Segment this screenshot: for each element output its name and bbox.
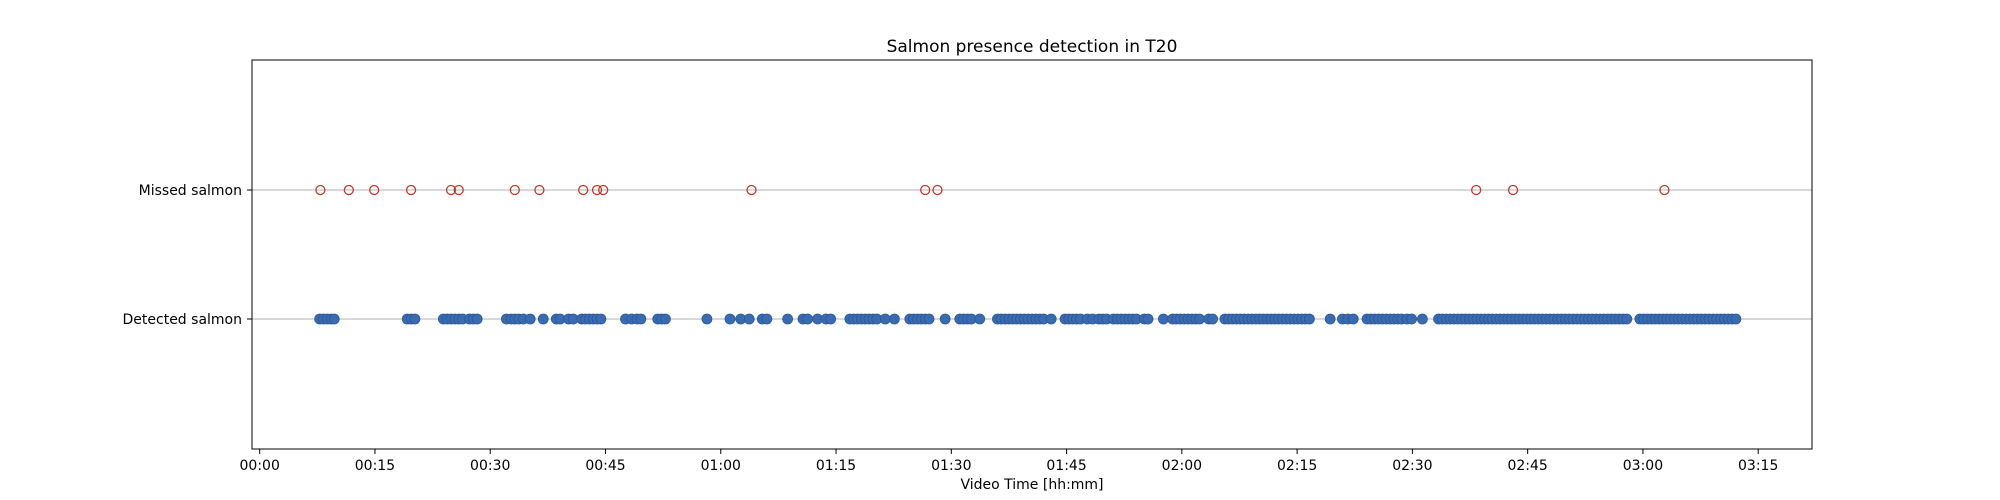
y-axis: Detected salmon Missed salmon [123,183,252,328]
missed-salmon-point [315,184,326,196]
detected-salmon-point [1406,313,1418,325]
detected-salmon-point [761,313,773,325]
missed-salmon-point [1507,184,1519,196]
detected-salmon-point [524,313,536,325]
detected-salmon-point [1207,313,1218,325]
missed-salmon-point [746,184,757,196]
detected-salmon-point [1324,313,1336,325]
x-axis-label: Video Time [hh:mm] [960,477,1103,493]
detected-salmon-point [1142,313,1154,325]
detected-salmon-point [1194,313,1205,325]
detected-salmon-point [660,313,671,325]
x-tick-label: 01:00 [701,458,741,474]
missed-salmon-point [369,184,380,196]
missed-salmon-point [932,184,943,196]
y-tick-label-detected-salmon: Detected salmon [123,312,242,328]
detected-salmon-point [1347,313,1359,325]
detected-salmon-point [939,313,951,325]
x-tick-label: 03:15 [1738,458,1778,474]
chart-title: Salmon presence detection in T20 [887,37,1178,57]
gridlines [252,189,1812,320]
x-tick-label: 00:00 [240,458,280,474]
detected-salmon-point [1158,313,1169,325]
y-tick-label-missed-salmon: Missed salmon [139,183,242,199]
missed-salmon-point [1471,184,1482,196]
detected-salmon-point [1304,313,1315,325]
missed-salmon-point [591,184,603,196]
missed-salmon-point [509,184,520,196]
detected-salmon-point [1416,313,1428,325]
detected-salmon-point [782,313,794,325]
x-axis: 00:00 00:15 00:30 00:45 01:00 01:15 01:30 01:45… [240,449,1778,474]
x-tick-label: 03:00 [1623,458,1663,474]
detected-salmon-point [974,313,986,325]
detected-salmon-point [635,313,647,325]
missed-salmon-point [578,184,589,196]
x-tick-label: 02:00 [1162,458,1202,474]
detected-salmon-point [1621,313,1633,325]
missed-salmon-point [1659,184,1670,196]
x-tick-label: 01:15 [816,458,856,474]
missed-salmon-point [598,184,609,196]
missed-salmon-point [445,184,457,196]
missed-salmon-point [453,184,464,196]
detected-salmon-point [889,313,900,325]
detected-salmon-point [537,313,549,325]
x-tick-label: 02:15 [1277,458,1317,474]
detected-salmon-point [1045,313,1057,325]
x-tick-label: 00:45 [585,458,625,474]
detected-salmon-point [595,313,607,325]
detected-salmon-point [923,313,935,325]
detected-salmon-point [328,313,340,325]
missed-salmon-point [405,184,417,196]
detected-salmon-point [1730,313,1742,325]
x-tick-label: 02:45 [1507,458,1547,474]
missed-salmon-point [534,184,545,196]
x-tick-label: 02:30 [1392,458,1432,474]
detected-salmon-point [701,313,713,325]
x-tick-label: 00:30 [470,458,510,474]
missed-salmon-point [343,184,354,196]
detected-salmon-point [802,313,814,325]
detected-salmon-point [743,313,755,325]
detected-salmon-point [409,313,421,325]
detected-salmon-point [879,313,891,325]
plot-frame [251,59,1813,450]
x-tick-label: 01:45 [1046,458,1086,474]
detected-salmon-point [471,313,483,325]
missed-salmon-point [920,184,931,196]
data-markers [314,184,1742,325]
x-tick-label: 00:15 [355,458,395,474]
detected-salmon-point [724,313,736,325]
detected-salmon-point [825,313,837,325]
x-tick-label: 01:30 [931,458,971,474]
